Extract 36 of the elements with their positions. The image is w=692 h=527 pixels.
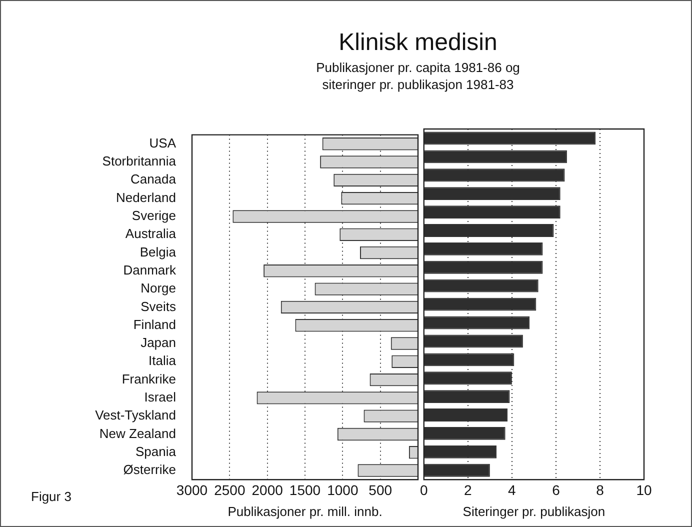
y-tick-label: Storbritannia	[102, 154, 177, 169]
x-tick-label: 1500	[289, 482, 321, 498]
x-tick-label: 500	[368, 482, 392, 498]
y-tick-label: Vest-Tyskland	[95, 408, 176, 423]
text: Figur 3	[31, 489, 72, 504]
x-axis-title: Siteringer pr. publikasjon	[462, 504, 606, 519]
x-tick-label: 4	[508, 482, 516, 498]
y-tick-label: USA	[149, 135, 176, 150]
y-tick-label: Israel	[144, 390, 176, 405]
y-tick-label: Danmark	[123, 262, 176, 278]
y-tick-label: Finland	[133, 316, 176, 332]
y-tick-label: Norge	[140, 280, 176, 296]
y-tick-label: Østerrike	[123, 462, 176, 478]
y-tick-label: Belgia	[140, 244, 177, 260]
x-tick-label: 6	[552, 482, 560, 498]
x-tick-label: 10	[636, 482, 652, 498]
y-tick-label: Spania	[136, 444, 177, 459]
x-tick-label: 3000	[176, 482, 208, 498]
x-tick-label: 8	[596, 482, 604, 498]
y-tick-label: Japan	[140, 335, 176, 350]
y-tick-label: Sveits	[140, 298, 176, 314]
x-axis-title: Publikasjoner pr. mill. innb.	[228, 504, 382, 519]
chart-subtitle: Publikasjoner pr. capita 1981-86 og siteringer pr. publikasjon 1981-83	[315, 59, 521, 93]
x-tick-label: 2	[464, 482, 472, 498]
y-tick-label: Nederland	[116, 190, 176, 205]
x-tick-label: 2500	[214, 482, 246, 498]
y-tick-label: Sverige	[132, 208, 176, 224]
x-tick-label: 1000	[327, 482, 358, 498]
y-tick-label: Australia	[125, 226, 177, 242]
chart-title: Klinisk medisin	[338, 29, 498, 57]
y-tick-label: Frankrike	[122, 371, 176, 386]
y-tick-label: New Zealand	[99, 426, 176, 441]
y-tick-label: Italia	[148, 353, 177, 368]
y-tick-label: Canada	[130, 172, 177, 187]
x-tick-label: 0	[420, 482, 428, 498]
x-tick-label: 2000	[252, 482, 284, 498]
